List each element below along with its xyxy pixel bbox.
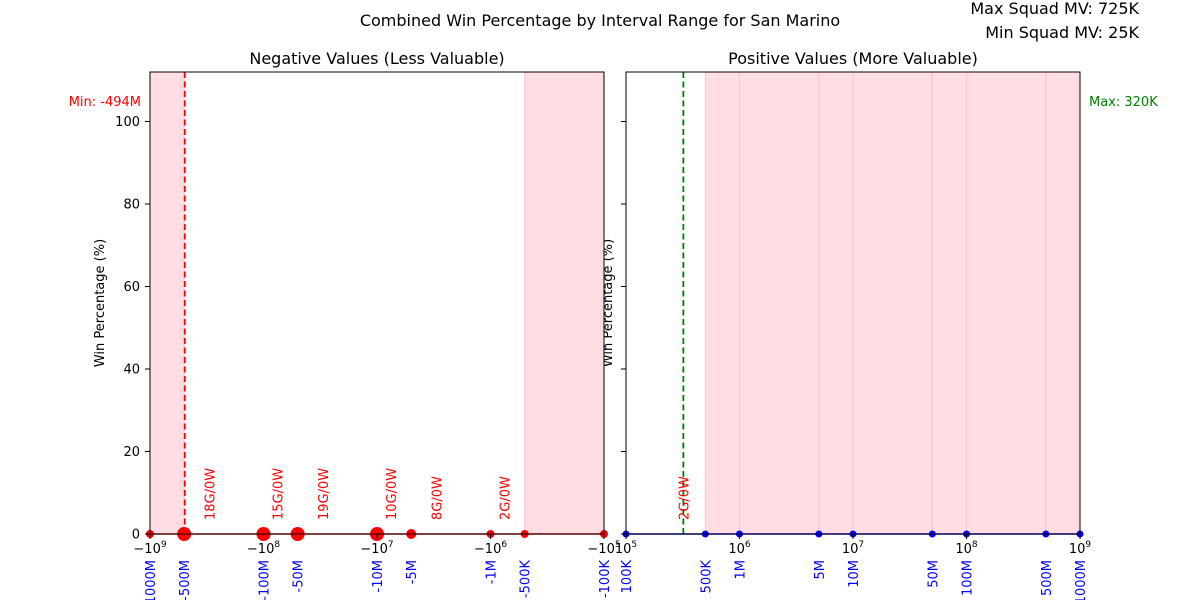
neg-x-tick-label: −108 (247, 540, 280, 557)
neg-x-tick-label: −107 (360, 540, 393, 557)
pos-interval-label: 500K (699, 560, 714, 594)
x-tick-exponent: 8 (972, 540, 978, 550)
neg-games-annotation: 2G/0W (499, 476, 514, 520)
y-tick-label: 0 (132, 528, 140, 543)
pos-interval-label: 100K (620, 560, 635, 594)
pos-x-tick-label: 107 (842, 540, 864, 557)
neg-games-annotation: 19G/0W (317, 468, 332, 520)
x-tick-exponent: 5 (631, 540, 637, 550)
y-tick-label: 80 (123, 198, 140, 213)
pos-interval-label: 50M (926, 560, 941, 588)
pos-interval-label: 1M (734, 560, 749, 580)
x-tick-base: 10 (615, 542, 632, 557)
neg-interval-label: -1M (485, 560, 500, 584)
pos-x-tick-label: 108 (955, 540, 978, 557)
neg-interval-band-1 (524, 71, 605, 535)
neg-interval-label: -10M (371, 560, 386, 592)
pos-interval-label: 10M (847, 560, 862, 588)
figure-title: Combined Win Percentage by Interval Rang… (360, 11, 840, 30)
x-tick-exponent: 5 (615, 540, 621, 550)
neg-interval-label: -1000M (144, 560, 159, 600)
x-tick-exponent: 8 (274, 540, 280, 550)
neg-x-tick-label: −106 (474, 540, 507, 557)
min-marker-label: Min: -494M (69, 95, 141, 110)
x-tick-exponent: 6 (501, 540, 507, 550)
x-tick-base: −10 (360, 542, 387, 557)
x-tick-base: 10 (842, 542, 859, 557)
x-tick-base: 10 (955, 542, 972, 557)
x-tick-exponent: 7 (858, 540, 864, 550)
pos-interval-band-2 (818, 71, 854, 535)
x-tick-exponent: 9 (1085, 540, 1091, 550)
negative-values-panel: 18G/0W 15G/0W 19G/0W 10G/0W 8G/0W 2G/0W 0 20 40 6… (115, 71, 621, 600)
neg-games-annotation: 8G/0W (430, 476, 445, 520)
pos-x-tick-label: 105 (615, 540, 637, 557)
pos-x-tick-label: 106 (728, 540, 751, 557)
y-tick-label: 60 (123, 280, 140, 295)
max-squad-mv-label: Max Squad MV: 725K (970, 0, 1139, 18)
pos-interval-band-6 (1045, 71, 1081, 535)
neg-interval-label: -100M (258, 560, 273, 600)
pos-interval-band-0 (704, 71, 740, 535)
x-tick-base: 10 (728, 542, 745, 557)
pos-interval-label: 1000M (1074, 560, 1089, 600)
pos-interval-label: 5M (813, 560, 828, 580)
x-tick-base: −10 (133, 542, 160, 557)
neg-x-tick-label: −109 (133, 540, 166, 557)
pos-x-tick-label: 109 (1069, 540, 1092, 557)
x-tick-base: 10 (1069, 542, 1086, 557)
pos-interval-band-3 (852, 71, 933, 535)
pos-interval-band-5 (966, 71, 1047, 535)
pos-interval-label: 500M (1040, 560, 1055, 596)
neg-games-annotation: 10G/0W (385, 468, 400, 520)
neg-interval-band-0 (149, 71, 185, 535)
left-panel-title: Negative Values (Less Valuable) (249, 49, 504, 68)
right-y-axis-label: Win Percentage (%) (601, 239, 616, 367)
neg-interval-label: -500K (519, 560, 534, 599)
x-tick-base: −10 (247, 542, 274, 557)
y-tick-label: 100 (115, 115, 140, 130)
neg-interval-label: -5M (405, 560, 420, 584)
y-tick-label: 40 (123, 363, 140, 378)
x-tick-exponent: 7 (388, 540, 394, 550)
x-tick-exponent: 6 (745, 540, 751, 550)
max-marker-label: Max: 320K (1089, 95, 1158, 110)
neg-interval-label: -500M (178, 560, 193, 600)
pos-interval-band-4 (931, 71, 967, 535)
neg-games-annotation: 18G/0W (203, 468, 218, 520)
x-tick-base: −10 (587, 542, 614, 557)
pos-games-annotation: 2G/0W (677, 476, 692, 520)
pos-interval-label: 100M (961, 560, 976, 596)
x-tick-exponent: 9 (161, 540, 167, 550)
x-tick-base: −10 (474, 542, 501, 557)
y-tick-label: 20 (123, 445, 140, 460)
neg-interval-label: -100K (598, 560, 613, 599)
neg-games-annotation: 15G/0W (272, 468, 287, 520)
neg-x-tick-label: −105 (587, 540, 620, 557)
neg-interval-label: -50M (292, 560, 307, 592)
min-squad-mv-label: Min Squad MV: 25K (985, 23, 1139, 42)
left-y-axis-label: Win Percentage (%) (93, 239, 108, 367)
pos-interval-band-1 (739, 71, 820, 535)
right-panel-title: Positive Values (More Valuable) (728, 49, 978, 68)
